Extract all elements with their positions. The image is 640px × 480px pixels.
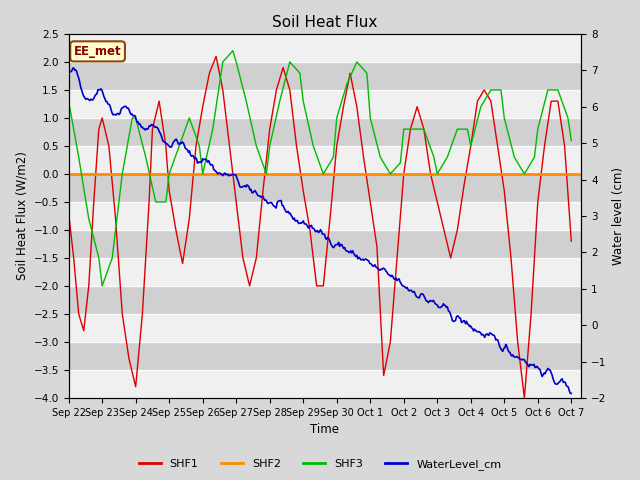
Legend: SHF1, SHF2, SHF3, WaterLevel_cm: SHF1, SHF2, SHF3, WaterLevel_cm [134,455,506,474]
Bar [68,34,581,62]
X-axis label: Time: Time [310,423,339,436]
Bar [68,314,581,342]
Bar [68,146,581,174]
Bar [68,370,581,398]
Title: Soil Heat Flux: Soil Heat Flux [272,15,378,30]
Bar [68,258,581,286]
Bar [68,90,581,118]
Y-axis label: Water level (cm): Water level (cm) [612,167,625,265]
Bar [68,202,581,230]
Text: EE_met: EE_met [74,45,122,58]
Y-axis label: Soil Heat Flux (W/m2): Soil Heat Flux (W/m2) [15,152,28,280]
